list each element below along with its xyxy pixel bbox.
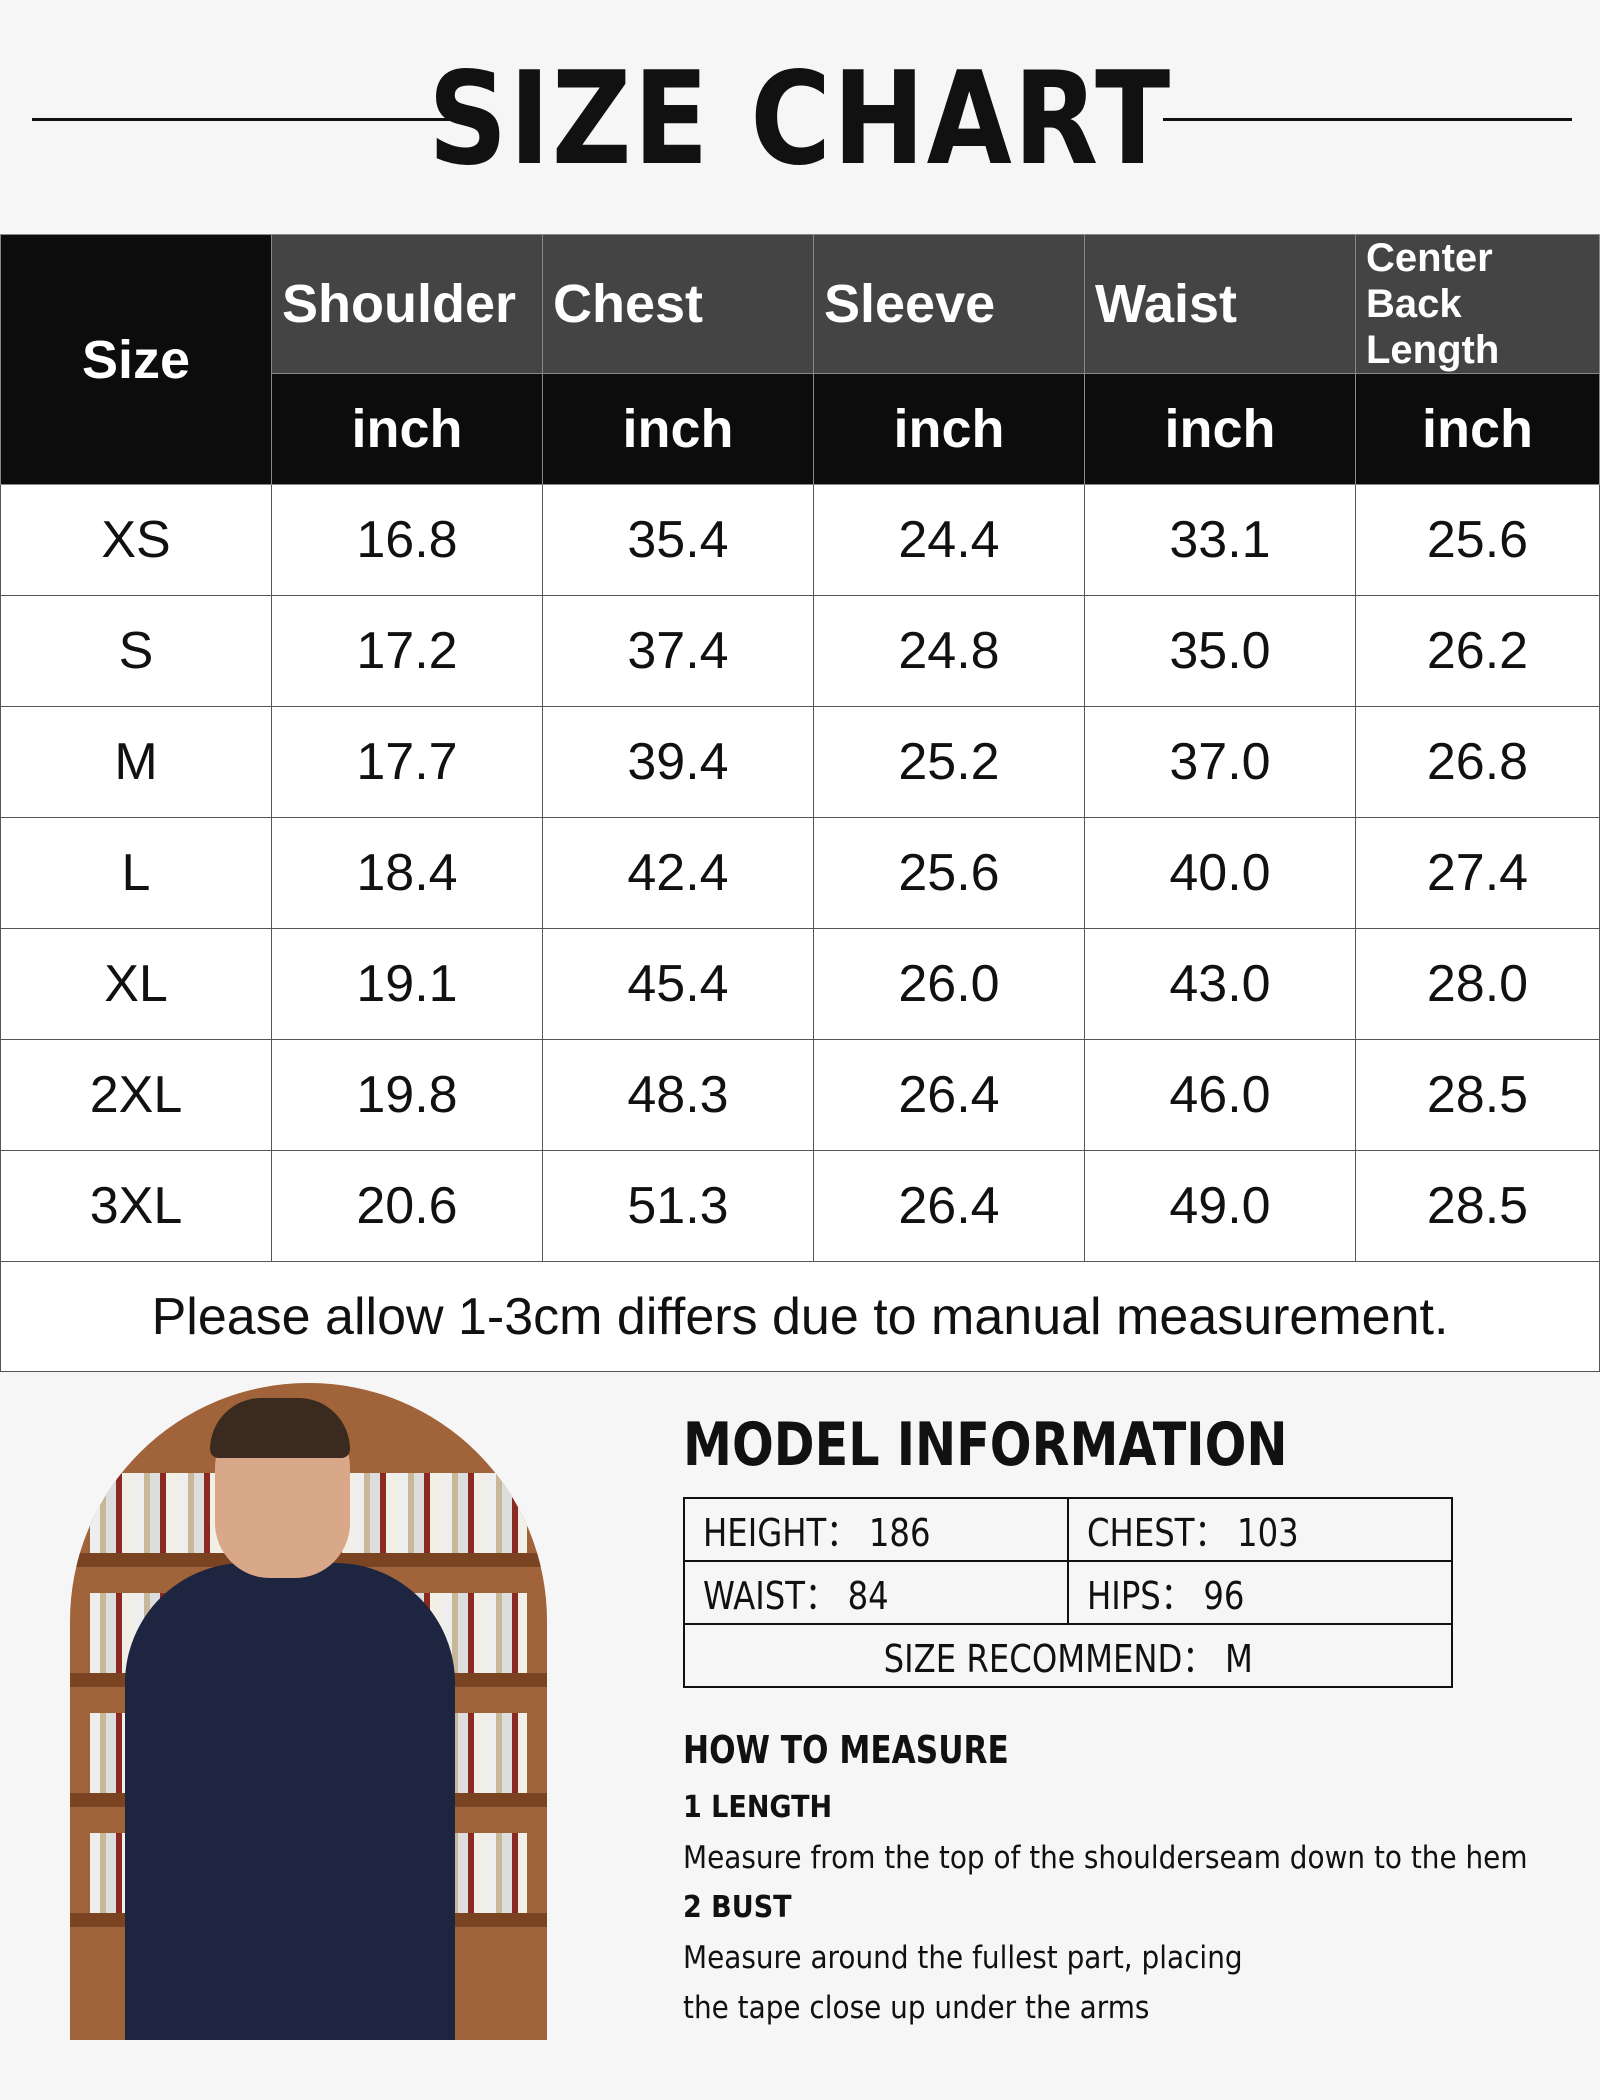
unit-header: inch [271, 373, 543, 485]
value-cell: 20.6 [271, 1150, 543, 1262]
model-photo [70, 1383, 547, 2040]
unit-header: inch [542, 373, 814, 485]
value-cell: 42.4 [542, 817, 814, 929]
how-to-measure-title: HOW TO MEASURE [683, 1728, 1009, 1772]
size-cell: 2XL [0, 1039, 272, 1151]
value-cell: 49.0 [1084, 1150, 1356, 1262]
value-cell: 26.4 [813, 1150, 1085, 1262]
value-cell: 33.1 [1084, 484, 1356, 596]
model-info-table: HEIGHT： 186 CHEST： 103 WAIST： 84 HIPS： 96 … [683, 1497, 1453, 1688]
unit-header: inch [813, 373, 1085, 485]
model-height: HEIGHT： 186 [703, 1511, 931, 1555]
table-row: XL 19.1 45.4 26.0 43.0 28.0 [0, 928, 1600, 1040]
measurement-note: Please allow 1-3cm differs due to manual… [0, 1261, 1600, 1372]
value-cell: 51.3 [542, 1150, 814, 1262]
model-waist: WAIST： 84 [703, 1574, 889, 1618]
value-cell: 37.4 [542, 595, 814, 707]
model-info-title: MODEL INFORMATION [683, 1410, 1288, 1480]
title-rule-left [32, 118, 455, 121]
value-cell: 28.5 [1355, 1039, 1600, 1151]
value-cell: 19.1 [271, 928, 543, 1040]
value-cell: 26.2 [1355, 595, 1600, 707]
value-cell: 19.8 [271, 1039, 543, 1151]
model-hips: HIPS： 96 [1087, 1574, 1245, 1618]
measure-text: the tape close up under the arms [683, 1990, 1150, 2026]
column-header: Waist [1084, 234, 1356, 374]
size-cell: L [0, 817, 272, 929]
value-cell: 48.3 [542, 1039, 814, 1151]
size-cell: S [0, 595, 272, 707]
table-row: L 18.4 42.4 25.6 40.0 27.4 [0, 817, 1600, 929]
column-header: Chest [542, 234, 814, 374]
size-header: Size [0, 234, 272, 485]
table-row: S 17.2 37.4 24.8 35.0 26.2 [0, 595, 1600, 707]
value-cell: 35.4 [542, 484, 814, 596]
value-cell: 25.2 [813, 706, 1085, 818]
measure-label: 1 LENGTH [683, 1790, 833, 1825]
value-cell: 24.8 [813, 595, 1085, 707]
value-cell: 25.6 [813, 817, 1085, 929]
value-cell: 27.4 [1355, 817, 1600, 929]
unit-header: inch [1355, 373, 1600, 485]
size-cell: M [0, 706, 272, 818]
column-header: Center Back Length [1355, 234, 1600, 374]
title-rule-right [1163, 118, 1572, 121]
table-row: 3XL 20.6 51.3 26.4 49.0 28.5 [0, 1150, 1600, 1262]
value-cell: 39.4 [542, 706, 814, 818]
table-row: XS 16.8 35.4 24.4 33.1 25.6 [0, 484, 1600, 596]
column-header: Shoulder [271, 234, 543, 374]
value-cell: 28.0 [1355, 928, 1600, 1040]
size-cell: XS [0, 484, 272, 596]
table-row: 2XL 19.8 48.3 26.4 46.0 28.5 [0, 1039, 1600, 1151]
value-cell: 24.4 [813, 484, 1085, 596]
unit-header: inch [1084, 373, 1356, 485]
value-cell: 40.0 [1084, 817, 1356, 929]
page-title: SIZE CHART [428, 45, 1172, 194]
table-row: M 17.7 39.4 25.2 37.0 26.8 [0, 706, 1600, 818]
measure-text: Measure around the fullest part, placing [683, 1940, 1243, 1976]
measure-label: 2 BUST [683, 1890, 792, 1925]
value-cell: 17.7 [271, 706, 543, 818]
size-cell: XL [0, 928, 272, 1040]
value-cell: 16.8 [271, 484, 543, 596]
value-cell: 26.8 [1355, 706, 1600, 818]
value-cell: 45.4 [542, 928, 814, 1040]
value-cell: 35.0 [1084, 595, 1356, 707]
model-chest: CHEST： 103 [1087, 1511, 1299, 1555]
value-cell: 18.4 [271, 817, 543, 929]
value-cell: 46.0 [1084, 1039, 1356, 1151]
value-cell: 26.0 [813, 928, 1085, 1040]
value-cell: 26.4 [813, 1039, 1085, 1151]
measure-text: Measure from the top of the shoulderseam… [683, 1840, 1528, 1876]
size-cell: 3XL [0, 1150, 272, 1262]
value-cell: 43.0 [1084, 928, 1356, 1040]
column-header: Sleeve [813, 234, 1085, 374]
size-chart-table: Size Shoulder Chest Sleeve Waist Center … [0, 234, 1600, 1372]
value-cell: 17.2 [271, 595, 543, 707]
value-cell: 25.6 [1355, 484, 1600, 596]
value-cell: 28.5 [1355, 1150, 1600, 1262]
size-recommend: SIZE RECOMMEND： M [883, 1637, 1253, 1681]
title-block: SIZE CHART [0, 45, 1600, 194]
value-cell: 37.0 [1084, 706, 1356, 818]
